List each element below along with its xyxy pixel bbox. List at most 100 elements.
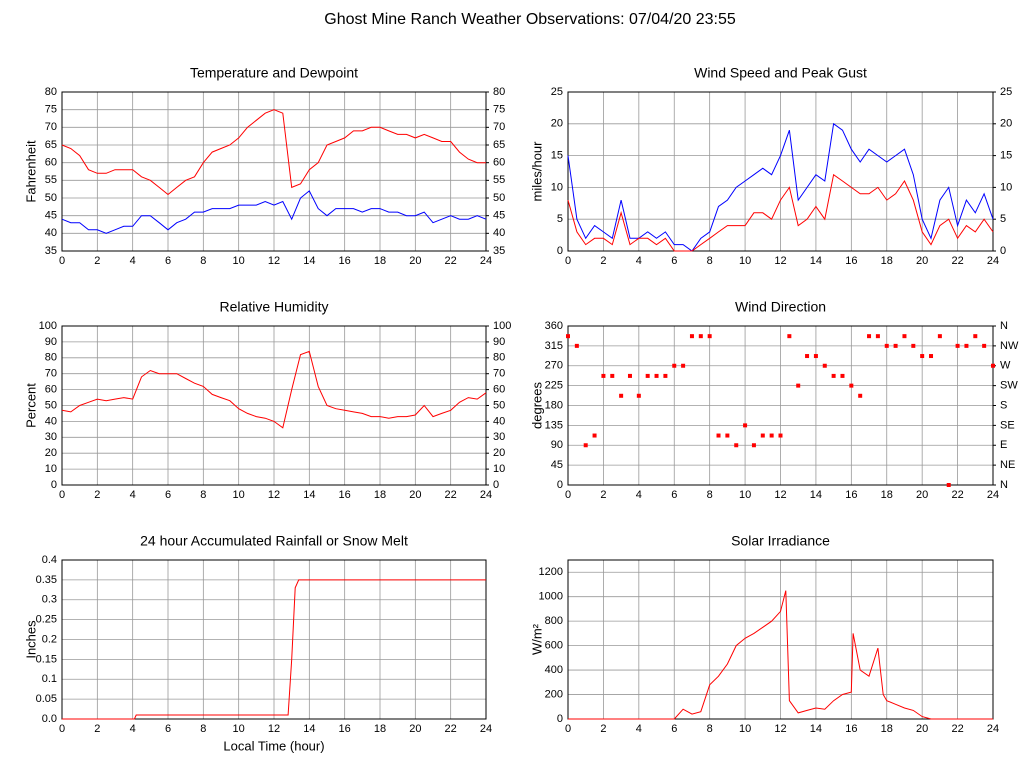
y2-tick-label: 90 [493, 336, 505, 348]
x-tick-label: 18 [374, 255, 386, 267]
data-point [769, 433, 774, 438]
y2-tick-label: 65 [493, 139, 505, 151]
y-tick-label: 0 [51, 479, 57, 491]
x-tick-label: 4 [636, 489, 642, 501]
x-tick-label: 20 [409, 489, 421, 501]
data-line [568, 590, 993, 720]
x-tick-label: 16 [845, 489, 857, 501]
data-point [964, 343, 969, 348]
x-tick-label: 22 [951, 489, 963, 501]
y-tick-label: 45 [45, 210, 57, 222]
y2-tick-label: E [1000, 439, 1007, 451]
data-point [681, 363, 686, 368]
y-axis-label: W/m² [529, 623, 544, 655]
x-tick-label: 20 [916, 255, 928, 267]
data-point [654, 373, 659, 378]
x-tick-label: 8 [707, 489, 713, 501]
y-tick-label: 360 [545, 320, 563, 332]
data-point [627, 373, 632, 378]
data-point [973, 334, 978, 339]
y-tick-label: 1000 [539, 591, 563, 603]
data-point [601, 373, 606, 378]
x-tick-label: 14 [303, 723, 315, 735]
y-tick-label: 0.25 [36, 614, 57, 626]
x-tick-label: 20 [916, 489, 928, 501]
y-tick-label: 90 [551, 439, 563, 451]
y-tick-label: 15 [551, 150, 563, 162]
y2-tick-label: 80 [493, 352, 505, 364]
data-point [707, 334, 712, 339]
y-tick-label: 90 [45, 336, 57, 348]
y2-tick-label: 45 [493, 210, 505, 222]
x-tick-label: 24 [480, 255, 492, 267]
x-tick-label: 22 [445, 255, 457, 267]
x-tick-label: 6 [671, 255, 677, 267]
x-tick-label: 8 [707, 723, 713, 735]
x-tick-label: 16 [845, 723, 857, 735]
y-tick-label: 600 [545, 640, 563, 652]
y-tick-label: 35 [45, 245, 57, 257]
x-tick-label: 18 [374, 489, 386, 501]
x-tick-label: 0 [59, 723, 65, 735]
y-tick-label: 20 [45, 447, 57, 459]
x-tick-label: 6 [165, 255, 171, 267]
chart-title: 24 hour Accumulated Rainfall or Snow Mel… [140, 533, 408, 549]
plot-frame [567, 91, 994, 252]
data-point [929, 354, 934, 359]
x-tick-label: 20 [409, 723, 421, 735]
y2-tick-label: 0 [1000, 245, 1006, 257]
y2-tick-label: SE [1000, 419, 1015, 431]
x-tick-label: 10 [233, 723, 245, 735]
y-axis-label: degrees [529, 382, 544, 429]
y2-tick-label: 10 [1000, 181, 1012, 193]
data-point [751, 443, 756, 448]
x-tick-label: 6 [165, 723, 171, 735]
y-tick-label: 25 [551, 86, 563, 98]
plot-frame [61, 325, 487, 486]
x-tick-label: 6 [671, 489, 677, 501]
x-tick-label: 2 [94, 723, 100, 735]
data-point [920, 354, 925, 359]
data-point [991, 363, 995, 368]
x-tick-label: 14 [810, 489, 822, 501]
y2-tick-label: N [1000, 479, 1008, 491]
y-tick-label: 45 [551, 459, 563, 471]
y-tick-label: 10 [551, 181, 563, 193]
y-tick-label: 20 [551, 118, 563, 130]
plot-frame [567, 325, 994, 486]
data-line [567, 173, 994, 252]
data-point [672, 363, 677, 368]
data-point [805, 354, 810, 359]
y2-tick-label: 80 [493, 86, 505, 98]
x-tick-label: 14 [810, 723, 822, 735]
y-tick-label: 40 [45, 415, 57, 427]
x-tick-label: 14 [303, 489, 315, 501]
data-line [61, 190, 487, 234]
x-tick-label: 6 [671, 723, 677, 735]
y-tick-label: 50 [45, 399, 57, 411]
y2-tick-label: 10 [493, 463, 505, 475]
y-tick-label: 0.0 [42, 713, 57, 725]
x-tick-label: 8 [200, 255, 206, 267]
y-tick-label: 135 [545, 419, 563, 431]
data-point [663, 373, 668, 378]
data-point [796, 383, 801, 388]
x-tick-label: 4 [130, 255, 136, 267]
x-tick-label: 20 [409, 255, 421, 267]
y2-tick-label: 15 [1000, 150, 1012, 162]
data-point [689, 334, 694, 339]
y-tick-label: 800 [545, 615, 563, 627]
data-point [734, 443, 739, 448]
x-tick-label: 16 [339, 489, 351, 501]
y2-tick-label: 70 [493, 368, 505, 380]
x-tick-label: 4 [130, 723, 136, 735]
y-tick-label: 60 [45, 157, 57, 169]
x-tick-label: 16 [845, 255, 857, 267]
data-line [61, 109, 486, 196]
data-point [619, 393, 624, 398]
chart-title: Temperature and Dewpoint [190, 65, 358, 81]
plot-frame [61, 91, 487, 252]
x-tick-label: 22 [951, 255, 963, 267]
data-point [583, 443, 588, 448]
x-tick-label: 16 [339, 723, 351, 735]
